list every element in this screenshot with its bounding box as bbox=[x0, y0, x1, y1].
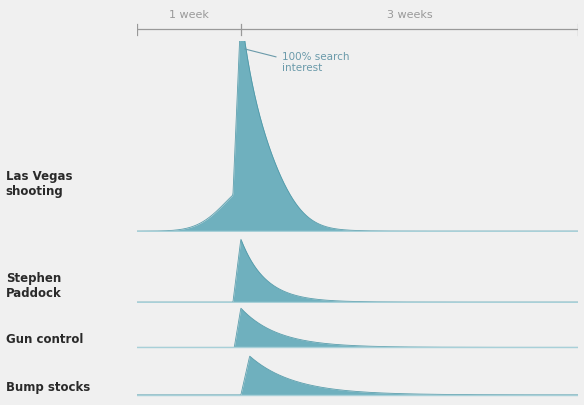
Text: 3 weeks: 3 weeks bbox=[387, 10, 432, 19]
Text: 100% search
interest: 100% search interest bbox=[281, 52, 349, 73]
Text: Bump stocks: Bump stocks bbox=[6, 381, 90, 394]
Text: Las Vegas
shooting: Las Vegas shooting bbox=[6, 170, 72, 198]
Text: Gun control: Gun control bbox=[6, 333, 83, 346]
Text: 1 week: 1 week bbox=[169, 10, 209, 19]
Text: Stephen
Paddock: Stephen Paddock bbox=[6, 272, 61, 300]
